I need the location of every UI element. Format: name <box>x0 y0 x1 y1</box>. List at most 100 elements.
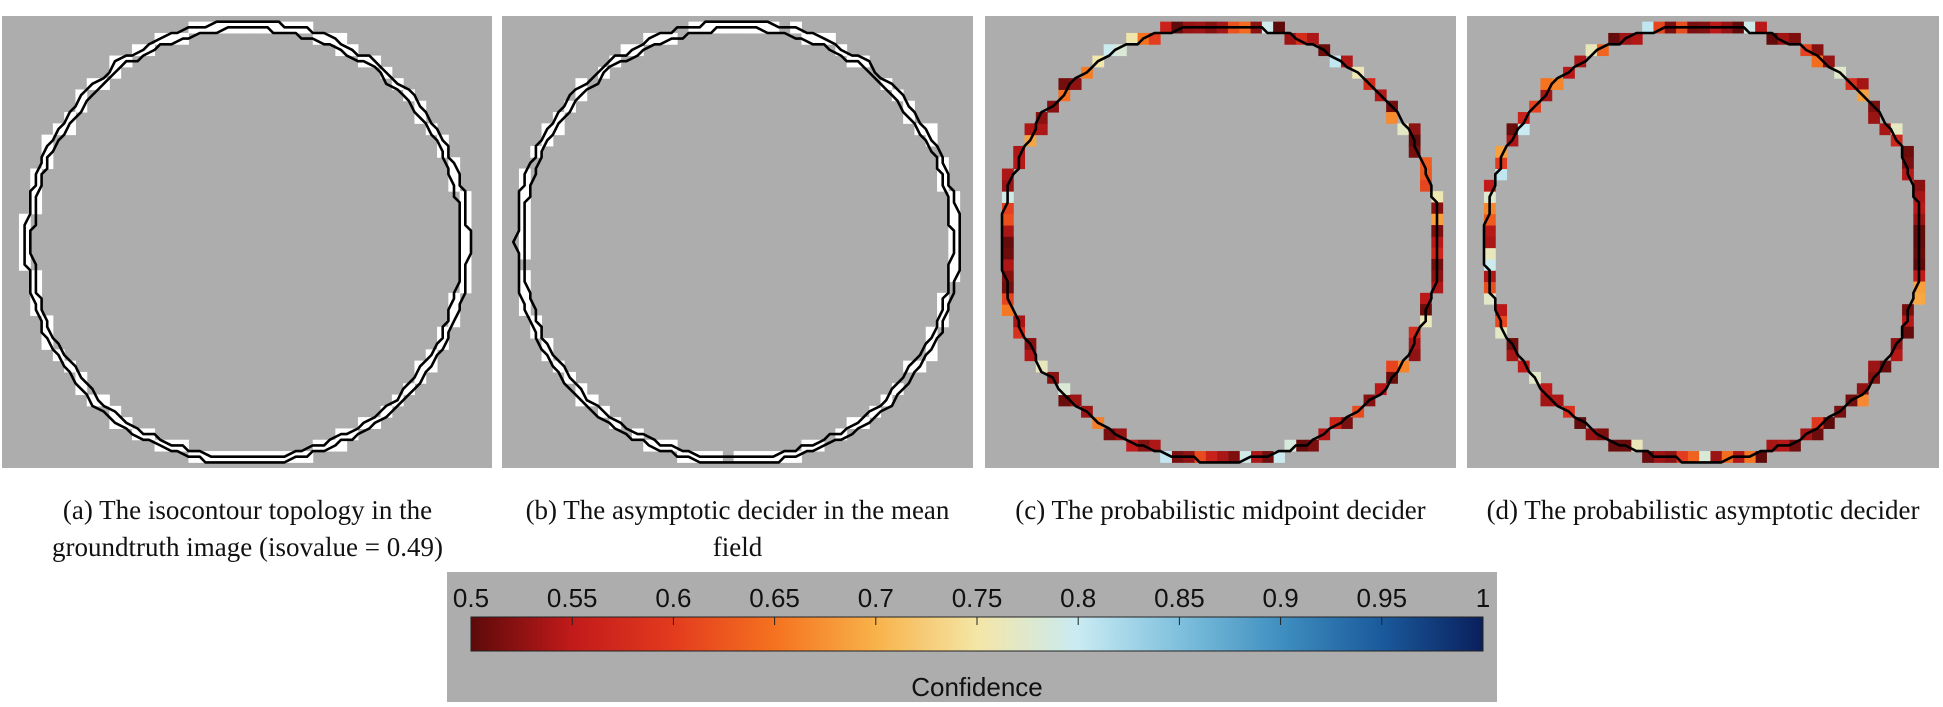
contour-cell <box>1630 32 1643 45</box>
contour-cell <box>1295 32 1308 45</box>
contour-cell <box>30 292 43 305</box>
contour-cell <box>1879 360 1892 373</box>
colorbar-tick-label: 1 <box>1476 583 1490 613</box>
colorbar-plot: 0.5 0.55 0.6 0.65 0.7 0.75 0.8 0.85 0.9 0.95 1 Con… <box>447 572 1497 702</box>
contour-cell <box>1483 225 1496 237</box>
panel-b-mean-field <box>502 16 973 468</box>
contour-cell <box>1273 21 1285 34</box>
contour-cell <box>609 55 622 68</box>
contour-cell <box>165 32 178 45</box>
contour-cell <box>1058 383 1071 396</box>
contour-cell <box>1902 326 1914 339</box>
contour-cell <box>869 405 882 418</box>
contour-cell <box>64 360 76 373</box>
contour-cell <box>1058 394 1071 407</box>
contour-cell <box>609 417 622 429</box>
contour-cell <box>925 338 938 350</box>
contour-cell <box>1126 439 1139 452</box>
colorbar-label: Confidence <box>911 672 1043 702</box>
contour-cell <box>1058 78 1071 90</box>
contour-cell <box>1024 123 1037 136</box>
contour-cell <box>1205 451 1218 463</box>
contour-cell <box>1721 451 1734 463</box>
contour-cell <box>75 100 88 113</box>
contour-cell <box>1585 428 1598 441</box>
contour-cell <box>1126 32 1139 45</box>
panel-d-plot <box>1467 16 1939 468</box>
contour-cell <box>1755 21 1767 34</box>
contour-cell <box>346 428 359 441</box>
contour-cell <box>1495 168 1508 181</box>
contour-cell <box>41 326 54 339</box>
contour-cell <box>846 417 859 429</box>
contour-cell <box>1001 202 1014 215</box>
contour-cell <box>1013 145 1026 158</box>
colorbar-tick-label: 0.85 <box>1154 583 1205 613</box>
contour-cell <box>1574 55 1587 68</box>
contour-cell <box>857 417 870 429</box>
contour-cell <box>1069 394 1082 407</box>
contour-cell <box>437 338 449 350</box>
contour-cell <box>1148 32 1161 45</box>
contour-cell <box>459 247 472 260</box>
contour-cell <box>1483 292 1496 305</box>
colorbar-tick-label: 0.65 <box>749 583 800 613</box>
contour-cell <box>857 55 870 68</box>
contour-cell <box>767 21 780 34</box>
contour-cell <box>1035 123 1048 136</box>
contour-cell <box>1160 451 1172 463</box>
contour-cell <box>1879 123 1892 136</box>
contour-cell <box>1902 145 1914 158</box>
contour-cell <box>1483 258 1496 271</box>
colorbar-tick-label: 0.95 <box>1356 583 1407 613</box>
contour-cell <box>1397 360 1410 373</box>
contour-cell <box>1035 112 1048 124</box>
contour-cell <box>891 383 904 396</box>
contour-cell <box>403 383 415 396</box>
contour-cell <box>1103 428 1116 441</box>
contour-cell <box>1517 123 1530 136</box>
contour-cell <box>586 394 599 407</box>
contour-cell <box>1789 439 1801 452</box>
contour-cell <box>1913 292 1926 305</box>
contour-cell <box>211 21 223 34</box>
contour-cell <box>1483 213 1496 226</box>
colorbar: 0.5 0.55 0.6 0.65 0.7 0.75 0.8 0.85 0.9 0.95 1 Con… <box>447 572 1497 702</box>
contour-cell <box>688 451 701 463</box>
contour-cell <box>1216 451 1229 463</box>
contour-cell <box>1755 451 1767 463</box>
contour-cell <box>1540 383 1553 396</box>
panel-d-contour <box>1482 26 1921 464</box>
contour-cell <box>41 145 54 158</box>
contour-cell <box>1608 439 1621 452</box>
contour-cell <box>1329 55 1342 68</box>
contour-cell <box>131 428 144 441</box>
contour-cell <box>1001 247 1014 260</box>
contour-cell <box>518 292 531 305</box>
contour-cell <box>1160 21 1172 34</box>
contour-cell <box>1001 213 1014 226</box>
contour-cell <box>131 44 144 57</box>
colorbar-tick-label: 0.75 <box>952 583 1003 613</box>
contour-cell <box>1540 394 1553 407</box>
contour-cell <box>1069 78 1082 90</box>
colorbar-tick-label: 0.5 <box>453 583 489 613</box>
panel-c-background <box>985 16 1456 468</box>
contour-cell <box>880 78 893 90</box>
contour-cell <box>1596 44 1609 57</box>
contour-cell <box>1868 112 1880 124</box>
contour-cell <box>1596 428 1609 441</box>
contour-cell <box>756 21 769 34</box>
panel-b-contour <box>511 20 961 464</box>
contour-cell <box>425 123 438 136</box>
contour-cell <box>812 439 825 452</box>
isocontour-line <box>511 20 961 464</box>
contour-cell <box>1517 112 1530 124</box>
contour-cell <box>801 32 814 45</box>
contour-cell <box>1856 383 1869 396</box>
contour-cell <box>459 236 472 249</box>
contour-cell <box>1397 123 1410 136</box>
contour-cell <box>86 394 99 407</box>
contour-cell <box>1261 21 1274 34</box>
contour-cell <box>1630 439 1643 452</box>
